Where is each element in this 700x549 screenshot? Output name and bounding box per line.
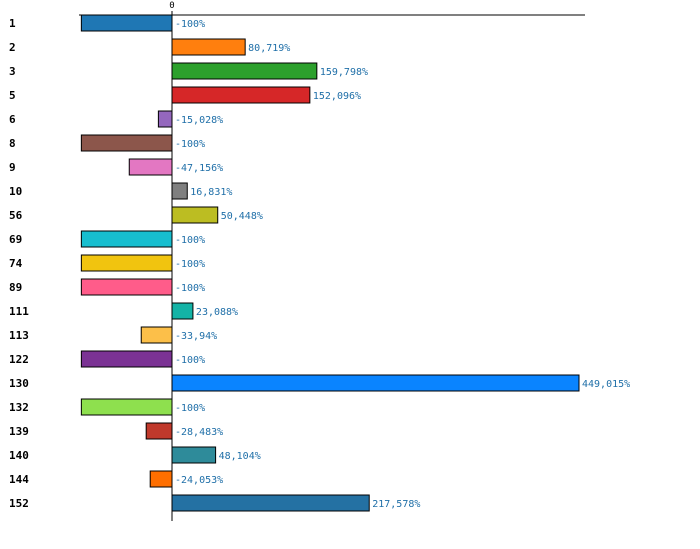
bar (80, 254, 173, 272)
category-label: 132 (9, 401, 29, 414)
bar (80, 350, 173, 368)
category-label: 6 (9, 113, 16, 126)
category-label: 10 (9, 185, 22, 198)
category-label: 113 (9, 329, 29, 342)
bar (80, 230, 173, 248)
value-label: 80,719% (248, 43, 290, 54)
value-label: -100% (175, 139, 205, 150)
bar (80, 398, 173, 416)
bar (171, 206, 219, 224)
bar (171, 494, 370, 512)
bar (171, 182, 188, 200)
category-label: 152 (9, 497, 29, 510)
value-label: 159,798% (320, 67, 368, 78)
value-label: -100% (175, 259, 205, 270)
value-label: 48,104% (219, 451, 261, 462)
bar (171, 86, 311, 104)
value-label: -100% (175, 235, 205, 246)
value-label: 16,831% (190, 187, 232, 198)
value-label: -100% (175, 283, 205, 294)
category-label: 122 (9, 353, 29, 366)
category-label: 111 (9, 305, 29, 318)
category-label: 9 (9, 161, 16, 174)
category-label: 69 (9, 233, 22, 246)
value-label: -28,483% (175, 427, 223, 438)
bar (171, 62, 318, 80)
value-label: -15,028% (175, 115, 223, 126)
value-label: -33,94% (175, 331, 217, 342)
bar (171, 302, 194, 320)
bar (145, 422, 173, 440)
value-label: -47,156% (175, 163, 223, 174)
value-label: -100% (175, 19, 205, 30)
category-label: 74 (9, 257, 23, 270)
category-label: 5 (9, 89, 16, 102)
value-label: 217,578% (372, 499, 420, 510)
value-label: 50,448% (221, 211, 263, 222)
bar (80, 278, 173, 296)
category-label: 1 (9, 17, 16, 30)
category-label: 144 (9, 473, 29, 486)
category-label: 2 (9, 41, 16, 54)
category-label: 139 (9, 425, 29, 438)
value-label: -100% (175, 403, 205, 414)
bar (80, 14, 173, 32)
bar (140, 326, 173, 344)
bar (171, 446, 217, 464)
bar (171, 374, 580, 392)
bar (171, 38, 246, 56)
category-label: 89 (9, 281, 22, 294)
bar (157, 110, 173, 128)
category-label: 56 (9, 209, 23, 222)
category-label: 130 (9, 377, 29, 390)
value-label: -24,053% (175, 475, 223, 486)
bar (80, 134, 173, 152)
zero-tick-label: 0 (169, 1, 174, 11)
bar (128, 158, 173, 176)
bar (149, 470, 173, 488)
value-label: 152,096% (313, 91, 361, 102)
category-label: 3 (9, 65, 16, 78)
value-label: 449,015% (582, 379, 630, 390)
value-label: -100% (175, 355, 205, 366)
category-label: 140 (9, 449, 29, 462)
value-label: 23,088% (196, 307, 238, 318)
category-label: 8 (9, 137, 16, 150)
